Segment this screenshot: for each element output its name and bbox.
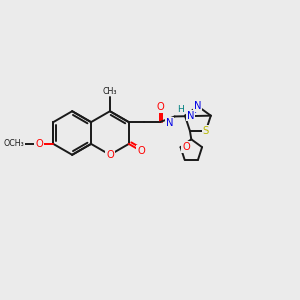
Text: N: N: [187, 111, 194, 121]
Text: O: O: [35, 139, 43, 149]
Text: CH₃: CH₃: [103, 87, 117, 96]
Text: O: O: [106, 150, 114, 160]
Text: O: O: [156, 102, 164, 112]
Text: OCH₃: OCH₃: [4, 140, 25, 148]
Text: N: N: [194, 101, 202, 111]
Text: S: S: [203, 126, 209, 136]
Text: O: O: [182, 142, 190, 152]
Text: N: N: [166, 118, 173, 128]
Text: O: O: [137, 146, 145, 156]
Text: H: H: [178, 105, 184, 114]
